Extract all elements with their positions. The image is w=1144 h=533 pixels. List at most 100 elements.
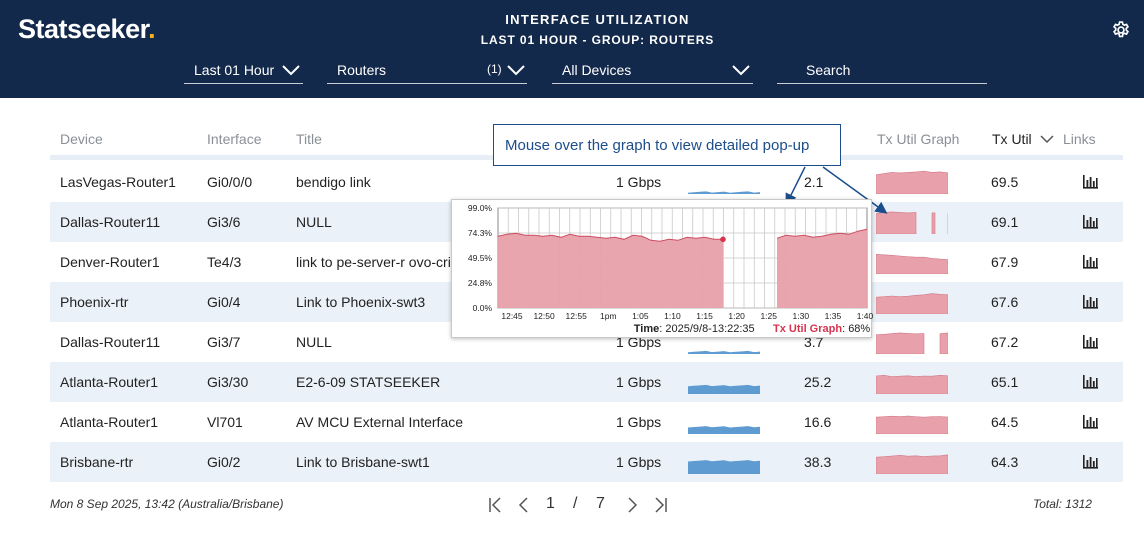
chevron-down-icon [732,65,750,76]
interface-cell: Gi3/7 [207,334,241,350]
total-count: Total: 1312 [1033,497,1092,511]
tx-util-cell: 64.3 [991,454,1019,470]
interface-cell: Gi3/6 [207,214,241,230]
column-header-links: Links [1063,131,1096,147]
bar-chart-icon[interactable] [1082,295,1098,309]
tx-util-sparkline[interactable] [876,410,948,434]
tx-util-cell: 64.5 [991,414,1019,430]
rx-sparkline-area [688,191,760,194]
y-tick-label: 49.5% [468,253,493,263]
tx-util-cell: 69.1 [991,214,1019,230]
tx-util-cell: 67.9 [991,254,1019,270]
tx-sparkline-area [876,454,948,474]
tx-util-sparkline[interactable] [876,330,948,354]
tx-util-sparkline[interactable] [876,210,948,234]
table-row[interactable]: Dallas-Router11 Gi3/7 NULL 1 Gbps 3.7 67.2 [50,322,1123,362]
first-page-icon[interactable] [487,497,503,513]
rx-sparkline-area [688,350,760,354]
bar-chart-icon[interactable] [1082,375,1098,389]
rx-util-cell: 2.1 [804,174,824,190]
tx-util-cell: 67.2 [991,334,1019,350]
device-cell: Brisbane-rtr [60,454,134,470]
tx-util-sparkline[interactable] [876,290,948,314]
table-row[interactable]: Brisbane-rtr Gi0/2 Link to Brisbane-swt1 1 … [50,442,1123,482]
rx-util-cell: 38.3 [804,454,832,470]
time-range-select[interactable]: Last 01 Hour [184,58,303,84]
bar-chart-icon[interactable] [1082,175,1098,189]
x-tick-label: 12:45 [501,311,523,321]
y-tick-label: 24.8% [468,278,493,288]
bar-chart-icon[interactable] [1082,255,1098,269]
table-row[interactable]: Atlanta-Router1 Gi3/30 E2-6-09 STATSEEKER 1… [50,362,1123,402]
title-cell: Link to Brisbane-swt1 [296,454,430,470]
rx-util-cell: 16.6 [804,414,832,430]
app-logo[interactable]: Statseeker. [18,14,156,44]
y-tick-label: 99.0% [468,203,493,213]
rx-util-sparkline[interactable] [688,410,760,434]
column-header-tx-util[interactable]: Tx Util [992,131,1032,147]
device-cell: Dallas-Router11 [60,334,161,350]
tx-sparkline-area [876,332,925,354]
search-input[interactable]: Search [777,58,987,84]
page-subtitle: LAST 01 HOUR - GROUP: ROUTERS [480,33,715,47]
bar-chart-icon[interactable] [1082,455,1098,469]
x-tick-label: 1:15 [696,311,713,321]
tx-sparkline-area [876,170,948,194]
table-row[interactable]: LasVegas-Router1 Gi0/0/0 bendigo link 1 Gbp… [50,162,1123,202]
rx-util-sparkline[interactable] [688,330,760,354]
tx-util-sparkline[interactable] [876,170,948,194]
interface-cell: Te4/3 [207,254,242,270]
rx-util-sparkline[interactable] [688,170,760,194]
tx-util-sparkline[interactable] [876,250,948,274]
popup-readout: Time: 2025/9/8-13:22:35 Tx Util Graph: 6… [633,323,871,335]
column-header-device[interactable]: Device [60,131,103,147]
device-cell: Dallas-Router11 [60,214,161,230]
current-page[interactable]: 1 [546,495,555,512]
bar-chart-icon[interactable] [1082,335,1098,349]
speed-cell: 1 Gbps [616,334,662,350]
sort-desc-icon[interactable] [1040,134,1054,144]
tx-util-cell: 65.1 [991,374,1019,390]
interface-cell: Gi3/30 [207,374,249,390]
column-header-title[interactable]: Title [296,131,322,147]
table-header: Device Interface Title l Tx Util Graph T… [50,122,1123,156]
rx-util-sparkline[interactable] [688,370,760,394]
bar-chart-icon[interactable] [1082,415,1098,429]
column-header-tx-util-graph[interactable]: Tx Util Graph [877,131,960,147]
app-header: Statseeker. INTERFACE UTILIZATION LAST 0… [0,0,1144,98]
y-tick-label: 0.0% [473,303,493,313]
table-row[interactable]: Denver-Router1 Te4/3 link to pe-server-r o… [50,242,1123,282]
tx-sparkline-area [876,374,948,394]
rx-util-cell: 25.2 [804,374,832,390]
footer-timestamp: Mon 8 Sep 2025, 13:42 (Australia/Brisban… [50,497,284,511]
devices-select[interactable]: All Devices [552,58,753,84]
last-page-icon[interactable] [653,497,669,513]
device-cell: Phoenix-rtr [60,294,129,310]
interface-cell: Vl701 [207,414,243,430]
tx-util-sparkline[interactable] [876,370,948,394]
device-cell: Atlanta-Router1 [60,374,159,390]
previous-page-icon[interactable] [515,497,531,513]
title-cell: bendigo link [296,174,371,190]
hover-marker [720,236,726,243]
interface-cell: Gi0/2 [207,454,241,470]
next-page-icon[interactable] [625,497,641,513]
tx-util-cell: 67.6 [991,294,1019,310]
title-cell: E2-6-09 STATSEEKER [296,374,441,390]
tx-util-sparkline[interactable] [876,450,948,474]
page-title: INTERFACE UTILIZATION [505,12,690,27]
rx-sparkline-area [688,460,760,474]
speed-cell: 1 Gbps [616,454,662,470]
title-cell: NULL [296,334,332,350]
bar-chart-icon[interactable] [1082,215,1098,229]
gear-icon[interactable] [1111,20,1131,40]
rx-util-cell: 3.7 [804,334,824,350]
popup-chart[interactable]: 99.0% 74.3% 49.5% 24.8% 0.0% 12:45 12:50 12:55 1… [452,200,873,339]
x-tick-label: 12:50 [533,311,555,321]
rx-util-sparkline[interactable] [688,450,760,474]
x-tick-label: 1:30 [793,311,810,321]
x-tick-label: 1:20 [728,311,745,321]
column-header-interface[interactable]: Interface [207,131,262,147]
group-select[interactable]: Routers (1) [327,58,527,84]
table-row[interactable]: Atlanta-Router1 Vl701 AV MCU External Inte… [50,402,1123,442]
